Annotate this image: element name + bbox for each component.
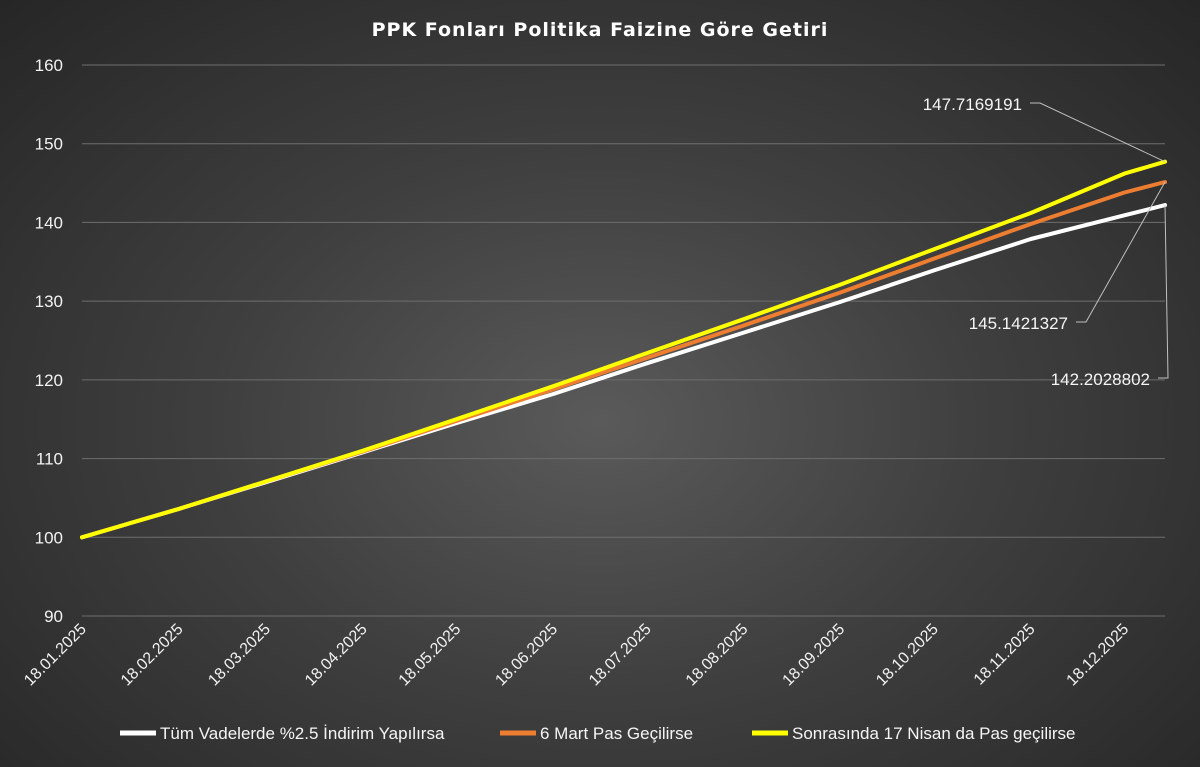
x-tick-label: 18.10.2025	[873, 621, 942, 690]
leader-line	[1076, 181, 1166, 323]
y-tick-label: 100	[35, 528, 63, 547]
x-tick-label: 18.04.2025	[302, 621, 371, 690]
data-labels: 142.2028802 145.1421327 147.7169191	[923, 95, 1169, 389]
x-axis-ticks: 18.01.2025 18.02.2025 18.03.2025 18.04.2025…	[21, 621, 1132, 690]
data-label: 147.7169191	[923, 95, 1022, 114]
gridlines	[82, 64, 1165, 617]
legend-label: Tüm Vadelerde %2.5 İndirim Yapılırsa	[160, 724, 445, 743]
y-tick-label: 110	[36, 450, 63, 469]
y-tick-label: 90	[44, 607, 63, 626]
y-tick-label: 150	[35, 135, 63, 154]
y-tick-label: 160	[35, 56, 63, 75]
x-tick-label: 18.07.2025	[586, 621, 655, 690]
legend-label: Sonrasında 17 Nisan da Pas geçilirse	[792, 724, 1076, 743]
data-label: 145.1421327	[969, 314, 1068, 333]
data-label: 142.2028802	[1051, 370, 1150, 389]
x-tick-label: 18.02.2025	[118, 621, 187, 690]
y-tick-label: 140	[35, 213, 63, 232]
x-tick-label: 18.03.2025	[205, 621, 274, 690]
x-tick-label: 18.11.2025	[971, 621, 1039, 689]
chart-title: PPK Fonları Politika Faizine Göre Getiri	[372, 19, 829, 41]
x-tick-label: 18.12.2025	[1064, 621, 1133, 690]
y-tick-label: 130	[35, 292, 63, 311]
x-tick-label: 18.08.2025	[683, 621, 752, 690]
y-tick-label: 120	[35, 371, 63, 390]
leader-line	[1158, 205, 1169, 379]
legend-label: 6 Mart Pas Geçilirse	[540, 724, 693, 743]
series-lines	[80, 159, 1167, 540]
leader-line	[1030, 102, 1166, 163]
legend: Tüm Vadelerde %2.5 İndirim Yapılırsa 6 Ma…	[120, 724, 1076, 743]
x-tick-label: 18.01.2025	[21, 621, 90, 690]
x-tick-label: 18.06.2025	[492, 621, 561, 690]
series-line-3	[80, 159, 1167, 540]
x-tick-label: 18.05.2025	[396, 621, 465, 690]
x-tick-label: 18.09.2025	[780, 621, 849, 690]
y-axis-ticks: 90 100 110 120 130 140 150 160	[35, 56, 63, 626]
